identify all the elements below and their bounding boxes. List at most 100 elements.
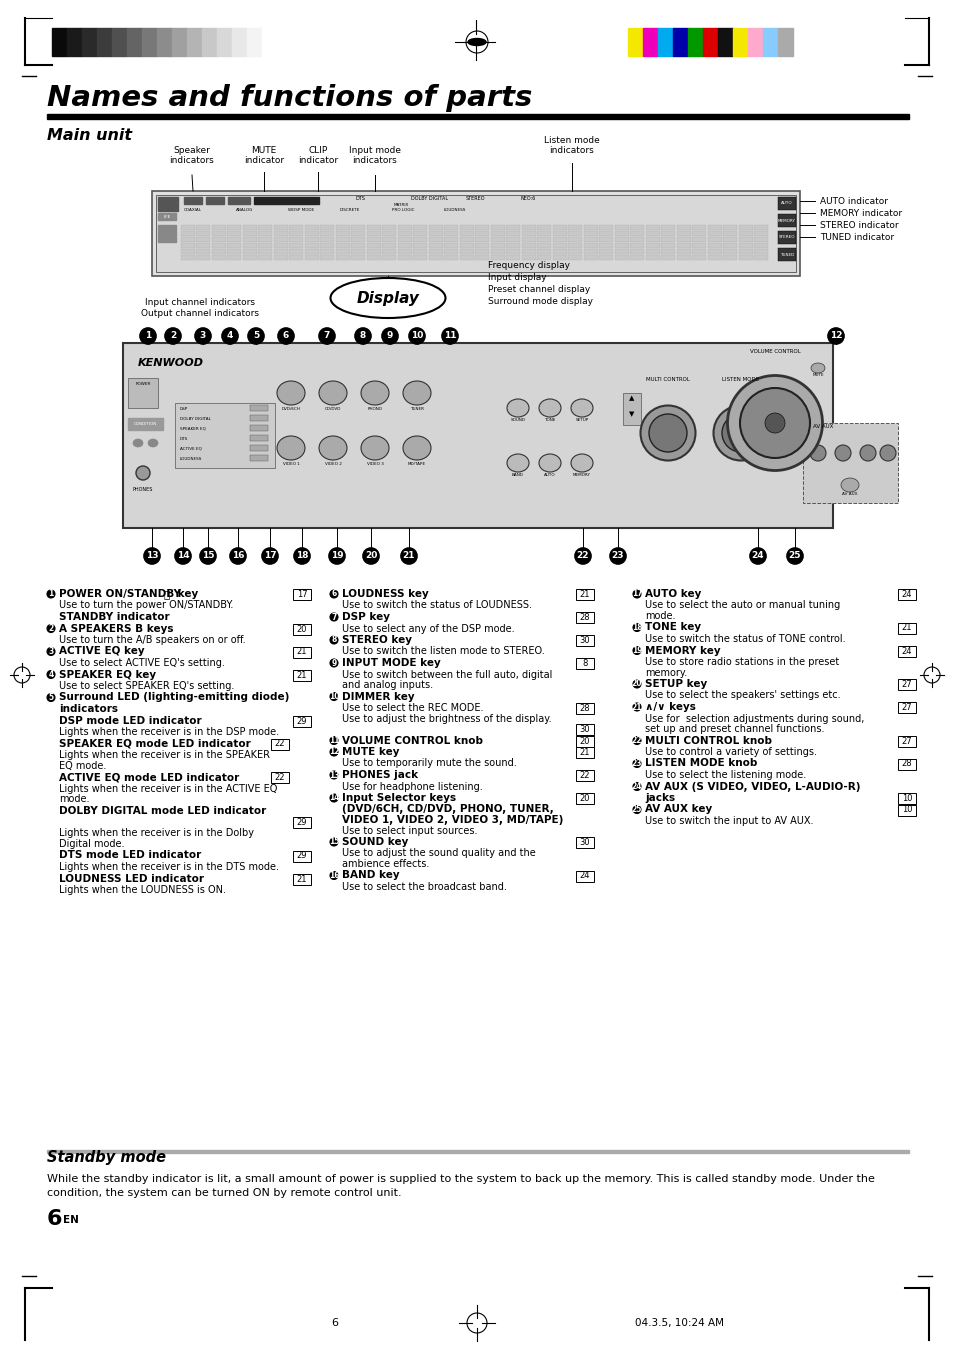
Bar: [506, 231, 520, 236]
Text: 27: 27: [901, 680, 911, 689]
Bar: [722, 231, 737, 236]
Text: TONE: TONE: [544, 417, 555, 422]
Text: 10: 10: [901, 805, 911, 815]
Text: Use to adjust the sound quality and the: Use to adjust the sound quality and the: [341, 848, 536, 858]
Bar: [568, 236, 582, 242]
Ellipse shape: [318, 328, 335, 345]
Bar: [258, 243, 273, 249]
Text: Surround mode display: Surround mode display: [488, 296, 593, 305]
Text: DVD/6CH: DVD/6CH: [281, 407, 300, 411]
Bar: [351, 243, 365, 249]
Ellipse shape: [764, 413, 784, 434]
Bar: [897, 589, 915, 600]
Ellipse shape: [402, 381, 431, 405]
Text: Use to select SPEAKER EQ's setting.: Use to select SPEAKER EQ's setting.: [59, 681, 234, 690]
Text: TUNER: TUNER: [410, 407, 423, 411]
Bar: [274, 255, 288, 259]
Ellipse shape: [633, 590, 640, 598]
Text: MEMORY indicator: MEMORY indicator: [820, 208, 902, 218]
Bar: [206, 197, 224, 204]
Ellipse shape: [841, 478, 858, 492]
Text: 22: 22: [631, 736, 641, 744]
Text: Use to switch the input to AV AUX.: Use to switch the input to AV AUX.: [644, 816, 813, 825]
Bar: [553, 249, 566, 254]
Bar: [397, 236, 412, 242]
Bar: [732, 28, 747, 55]
Bar: [335, 236, 350, 242]
Text: VOLUME CONTROL knob: VOLUME CONTROL knob: [341, 735, 482, 746]
Bar: [598, 236, 613, 242]
Bar: [576, 793, 594, 804]
Bar: [184, 197, 202, 204]
Bar: [739, 255, 752, 259]
Text: SOUND key: SOUND key: [341, 838, 408, 847]
Ellipse shape: [810, 363, 824, 373]
Bar: [692, 236, 706, 242]
Bar: [553, 231, 566, 236]
Text: 30: 30: [579, 838, 590, 847]
Bar: [598, 243, 613, 249]
Text: 27: 27: [901, 703, 911, 712]
Bar: [583, 249, 598, 254]
Text: DSP: DSP: [180, 407, 188, 411]
Ellipse shape: [294, 549, 310, 563]
Bar: [158, 226, 175, 230]
Text: 24: 24: [631, 782, 641, 790]
Text: mode.: mode.: [59, 794, 90, 804]
Text: Input display: Input display: [488, 273, 546, 281]
Ellipse shape: [834, 444, 850, 461]
Bar: [196, 243, 211, 249]
Text: Surround LED (lighting-emitting diode): Surround LED (lighting-emitting diode): [59, 693, 289, 703]
Bar: [382, 249, 396, 254]
Bar: [897, 793, 915, 804]
Bar: [692, 255, 706, 259]
Ellipse shape: [330, 736, 337, 744]
Text: AV AUX key: AV AUX key: [644, 804, 712, 815]
Text: 20: 20: [579, 736, 590, 746]
Text: LOUDNESS LED indicator: LOUDNESS LED indicator: [59, 874, 204, 884]
Text: CLIP
indicator: CLIP indicator: [297, 146, 337, 165]
Text: STEREO: STEREO: [465, 196, 485, 201]
Text: Digital mode.: Digital mode.: [59, 839, 125, 848]
Text: ACTIVE EQ: ACTIVE EQ: [180, 447, 202, 451]
Ellipse shape: [441, 328, 457, 345]
Text: 29: 29: [296, 851, 307, 861]
Text: 9: 9: [331, 658, 336, 667]
Bar: [250, 444, 268, 451]
Text: Use to adjust the brightness of the display.: Use to adjust the brightness of the disp…: [341, 713, 551, 724]
Bar: [142, 28, 157, 55]
Text: STEREO: STEREO: [778, 235, 795, 239]
Text: Use to select the auto or manual tuning: Use to select the auto or manual tuning: [644, 600, 840, 611]
Ellipse shape: [538, 399, 560, 417]
Bar: [576, 870, 594, 881]
Bar: [397, 226, 412, 230]
Ellipse shape: [140, 328, 156, 345]
Text: ∧/∨ keys: ∧/∨ keys: [644, 703, 695, 712]
Bar: [305, 255, 318, 259]
Bar: [274, 243, 288, 249]
Text: ▼: ▼: [629, 411, 634, 417]
Bar: [583, 255, 598, 259]
Bar: [491, 255, 504, 259]
Bar: [687, 28, 702, 55]
Text: MATRIX: MATRIX: [393, 203, 408, 207]
Bar: [305, 226, 318, 230]
Text: mode.: mode.: [644, 611, 675, 621]
Ellipse shape: [468, 38, 485, 46]
Bar: [289, 243, 303, 249]
Bar: [320, 236, 335, 242]
Ellipse shape: [47, 670, 55, 678]
Text: MUTE
indicator: MUTE indicator: [244, 146, 284, 165]
Text: VIDEO 1, VIDEO 2, VIDEO 3, MD/TAPE): VIDEO 1, VIDEO 2, VIDEO 3, MD/TAPE): [341, 815, 563, 825]
Text: ▲: ▲: [629, 394, 634, 401]
Bar: [568, 231, 582, 236]
Ellipse shape: [538, 454, 560, 471]
Ellipse shape: [276, 436, 305, 459]
Ellipse shape: [740, 388, 809, 458]
Text: 19: 19: [631, 646, 641, 655]
Text: and analog inputs.: and analog inputs.: [341, 680, 433, 690]
Bar: [722, 243, 737, 249]
Text: set up and preset channel functions.: set up and preset channel functions.: [644, 724, 823, 734]
Bar: [227, 243, 241, 249]
Ellipse shape: [506, 399, 529, 417]
